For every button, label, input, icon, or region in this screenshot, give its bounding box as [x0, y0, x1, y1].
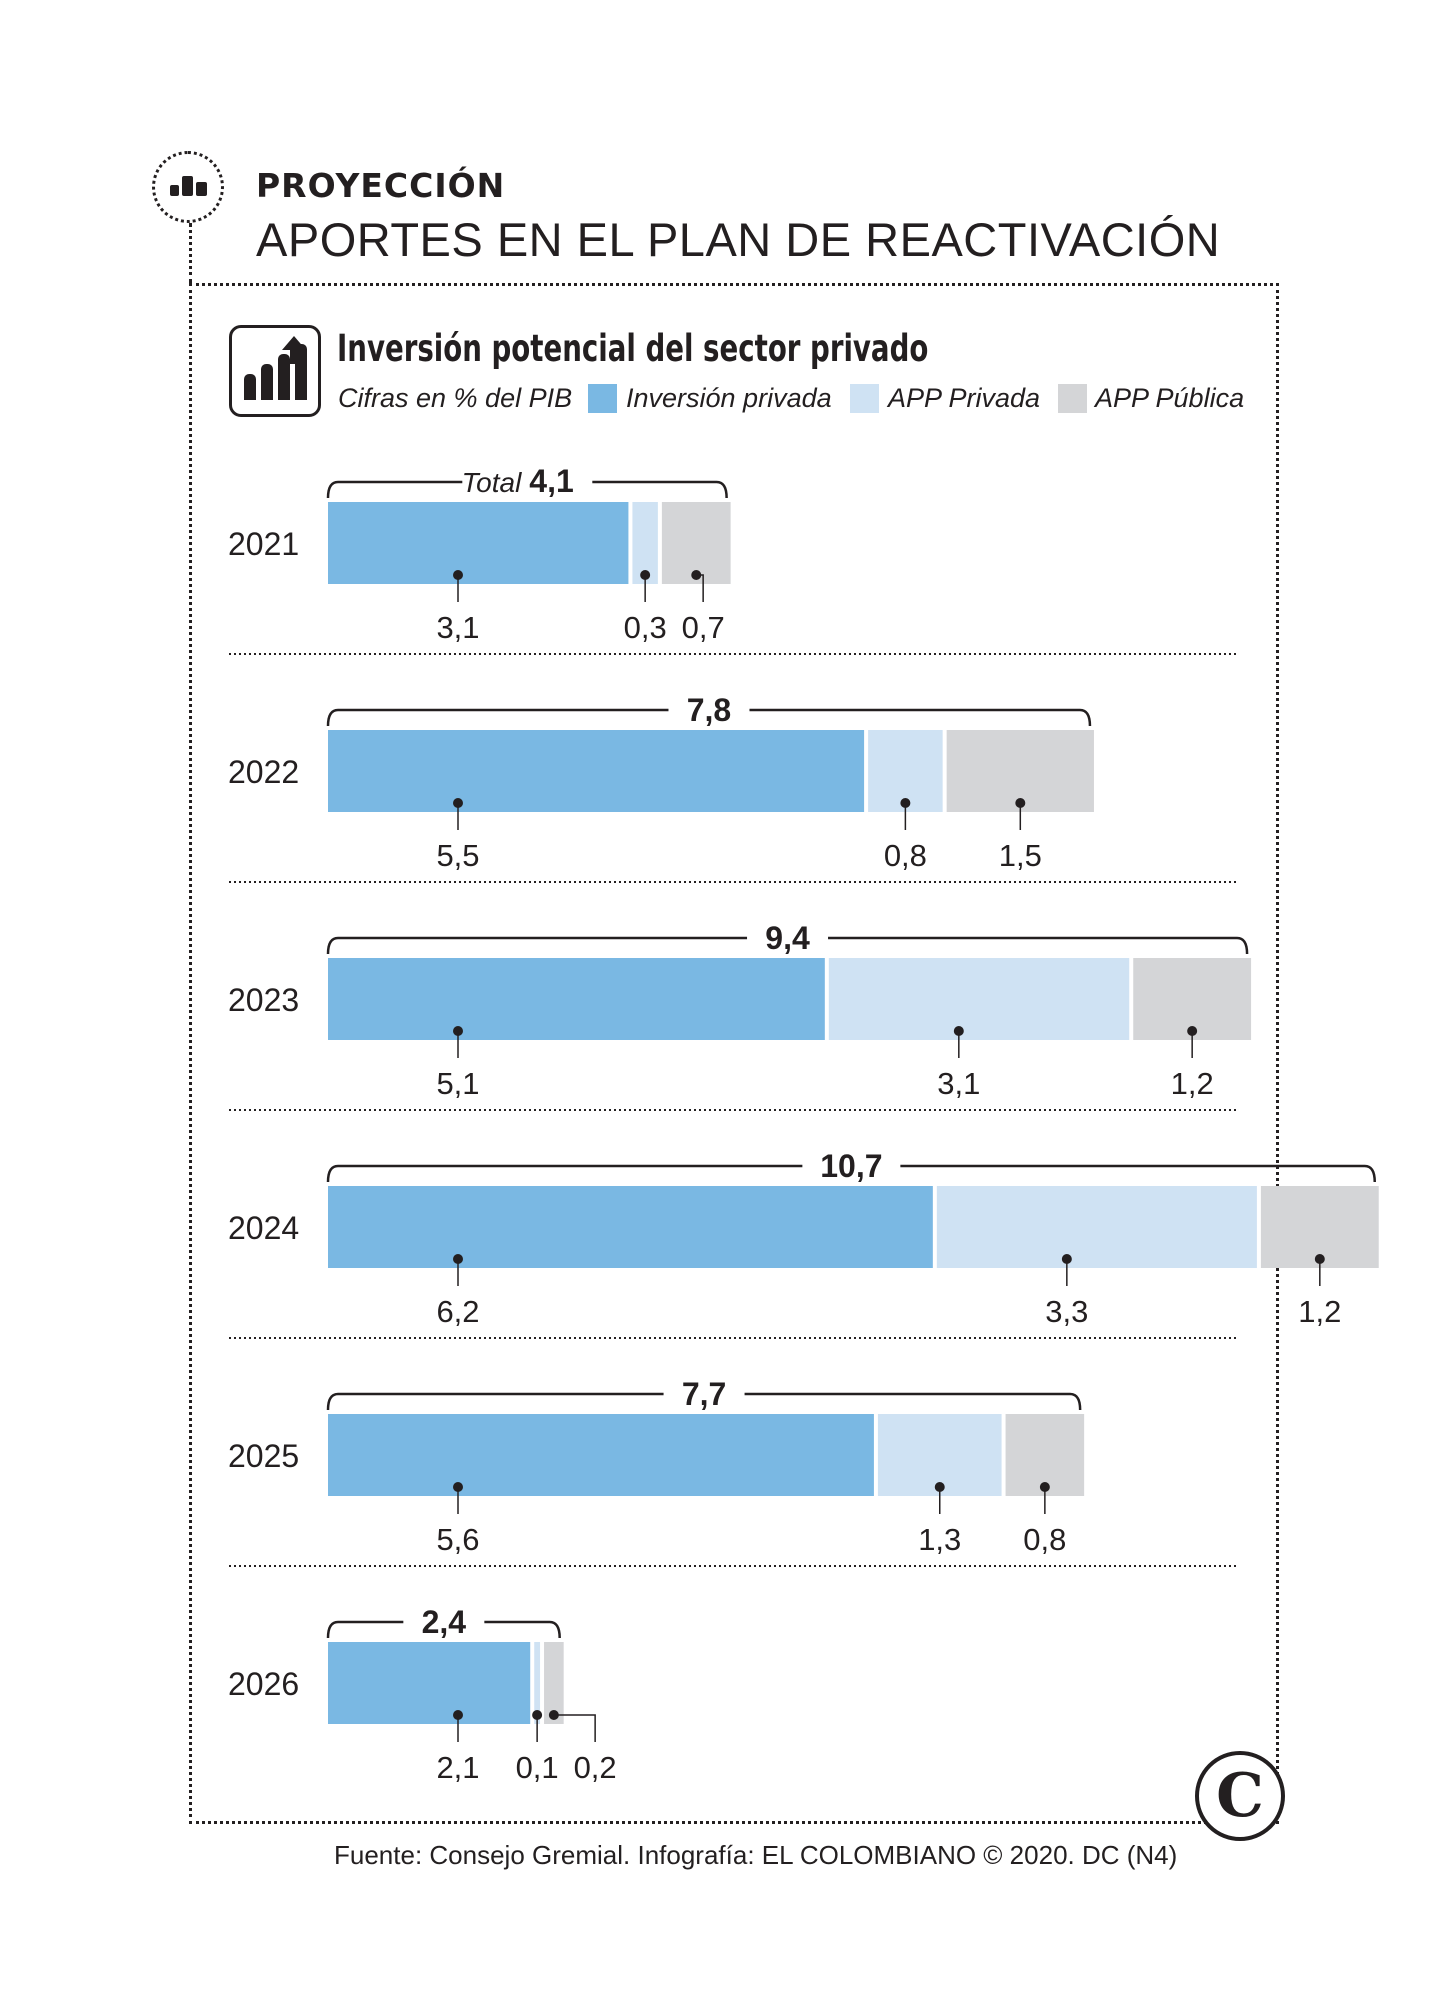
value-label: 6,2 — [436, 1294, 479, 1329]
value-label: 0,2 — [574, 1750, 617, 1785]
total-bracket — [326, 708, 669, 727]
growth-chart-icon — [229, 325, 321, 417]
total-bracket — [326, 1164, 803, 1183]
year-label: 2026 — [228, 1666, 299, 1702]
frame-connector-line — [189, 223, 192, 283]
year-label: 2023 — [228, 982, 299, 1018]
value-label: 3,1 — [937, 1066, 980, 1101]
value-label: 3,3 — [1045, 1294, 1088, 1329]
up-arrow-icon — [282, 336, 306, 364]
bar-segment — [328, 1642, 531, 1724]
total-bracket — [484, 1620, 561, 1639]
bar-segment — [328, 958, 825, 1040]
value-label: 5,5 — [436, 838, 479, 873]
legend-label-inversion-privada: Inversión privada — [626, 383, 832, 413]
total-bracket — [326, 936, 748, 955]
value-label: 5,1 — [436, 1066, 479, 1101]
legend-swatch-app-privada — [850, 384, 879, 413]
bar-segment — [328, 1414, 874, 1496]
total-bracket — [326, 1620, 404, 1639]
value-label: 1,5 — [999, 838, 1042, 873]
callout-line — [696, 574, 704, 602]
chart-units: Cifras en % del PIB — [338, 383, 573, 413]
total-bracket — [326, 1392, 664, 1411]
total-label: 2,4 — [422, 1604, 467, 1640]
value-label: 0,8 — [1023, 1522, 1066, 1557]
bar-segment — [328, 1186, 933, 1268]
total-bracket — [744, 1392, 1082, 1411]
total-bracket — [592, 480, 728, 499]
legend-swatch-app-publica — [1058, 384, 1087, 413]
legend-swatch-inversion-privada — [588, 384, 617, 413]
bar-segment — [328, 502, 629, 584]
legend-label-app-privada: APP Privada — [888, 383, 1041, 413]
kicker: PROYECCIÓN — [256, 166, 506, 205]
year-label: 2022 — [228, 754, 299, 790]
total-label: 7,7 — [682, 1376, 726, 1412]
year-label: 2021 — [228, 526, 299, 562]
value-label: 1,3 — [918, 1522, 961, 1557]
value-label: 0,8 — [884, 838, 927, 873]
year-label: 2024 — [228, 1210, 299, 1246]
total-bracket — [900, 1164, 1376, 1183]
bar-chart-badge-icon — [152, 151, 224, 223]
value-label: 3,1 — [436, 610, 479, 645]
total-bracket — [749, 708, 1092, 727]
bar-segment — [328, 730, 865, 812]
value-label: 0,1 — [516, 1750, 559, 1785]
bar-segment — [534, 1642, 541, 1724]
total-bracket — [326, 480, 463, 499]
value-label: 0,3 — [624, 610, 667, 645]
bar-segment — [936, 1186, 1257, 1268]
value-label: 2,1 — [436, 1750, 479, 1785]
total-label: 7,8 — [687, 692, 731, 728]
brand-logo: C — [1195, 1751, 1285, 1841]
value-label: 1,2 — [1171, 1066, 1214, 1101]
bar-segment — [828, 958, 1130, 1040]
total-label: 10,7 — [820, 1148, 882, 1184]
year-label: 2025 — [228, 1438, 299, 1474]
chart-frame — [189, 283, 1279, 1824]
total-label: 9,4 — [765, 920, 810, 956]
value-label: 0,7 — [682, 610, 725, 645]
source-note: Fuente: Consejo Gremial. Infografía: EL … — [334, 1840, 1178, 1870]
page-title: APORTES EN EL PLAN DE REACTIVACIÓN — [256, 213, 1221, 266]
total-label: 4,1 — [529, 463, 573, 499]
value-label: 1,2 — [1298, 1294, 1341, 1329]
total-bracket — [828, 936, 1249, 955]
chart-title: Inversión potencial del sector privado — [337, 327, 929, 370]
legend-label-app-publica: APP Pública — [1095, 383, 1245, 413]
bar-segment — [544, 1642, 564, 1724]
value-label: 5,6 — [436, 1522, 479, 1557]
callout-line — [553, 1714, 596, 1742]
total-prefix: Total — [462, 467, 522, 498]
